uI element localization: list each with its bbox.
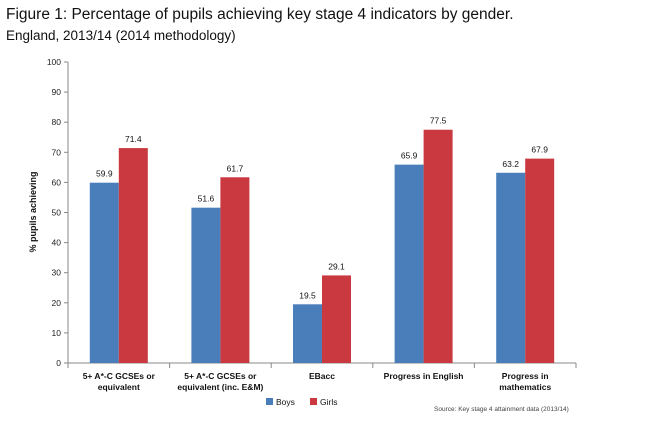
y-tick-label: 30 <box>52 268 62 278</box>
data-label: 77.5 <box>430 116 447 126</box>
legend-swatch-boys <box>266 398 273 405</box>
bar-girls[interactable] <box>423 129 453 363</box>
chart-bars <box>89 129 555 363</box>
category-label-line: 5+ A*-C GCSEs or <box>83 371 156 381</box>
category-label-line: Progress in English <box>384 371 464 381</box>
y-tick-label: 0 <box>56 358 61 368</box>
figure-title: Figure 1: Percentage of pupils achieving… <box>6 6 514 23</box>
bar-boys[interactable] <box>293 304 322 363</box>
data-label: 51.6 <box>198 194 215 204</box>
legend-label-boys: Boys <box>276 397 295 407</box>
category-label: 5+ A*-C GCSEs or equivalent <box>83 371 156 392</box>
category-label: 5+ A*-C GCSEs or equivalent (inc. E&M) <box>177 371 263 392</box>
y-tick-label: 40 <box>52 238 62 248</box>
y-axis-label: % pupils achieving <box>28 171 38 252</box>
data-label: 65.9 <box>401 151 418 161</box>
legend-swatch-girls <box>310 398 317 405</box>
y-tick-label: 60 <box>52 177 62 187</box>
category-label-line: 5+ A*-C GCSEs or <box>184 371 257 381</box>
category-label: Progress in English <box>384 371 464 381</box>
bar-boys[interactable] <box>191 207 221 363</box>
bar-girls[interactable] <box>220 177 250 363</box>
y-tick-label: 100 <box>47 57 61 67</box>
source-note: Source: Key stage 4 attainment data (201… <box>434 406 569 413</box>
bar-boys[interactable] <box>89 182 119 363</box>
y-tick-label: 80 <box>52 117 62 127</box>
y-tick-label: 20 <box>52 298 62 308</box>
category-label-line: mathematics <box>499 382 551 392</box>
y-tick-label: 10 <box>52 328 62 338</box>
y-tick-label: 70 <box>52 147 62 157</box>
bar-boys[interactable] <box>496 172 526 363</box>
y-tick-label: 50 <box>52 208 62 218</box>
bar-girls[interactable] <box>118 148 148 363</box>
bar-boys[interactable] <box>394 164 424 363</box>
data-label: 67.9 <box>531 145 548 155</box>
data-label: 29.1 <box>328 261 345 271</box>
bar-girls[interactable] <box>525 158 555 363</box>
category-label: EBacc <box>309 371 335 381</box>
figure-subtitle: England, 2013/14 (2014 methodology) <box>6 28 236 43</box>
legend-label-girls: Girls <box>320 397 337 407</box>
category-label-line: equivalent (inc. E&M) <box>177 382 263 392</box>
data-label: 63.2 <box>502 159 519 169</box>
chart-labels: 59.971.45+ A*-C GCSEs or equivalent51.661… <box>83 116 552 392</box>
data-label: 19.5 <box>299 290 316 300</box>
category-label-line: equivalent <box>98 382 140 392</box>
bar-girls[interactable] <box>322 275 351 363</box>
y-tick-label: 90 <box>52 87 62 97</box>
chart-legend[interactable]: Boys Girls <box>266 397 337 407</box>
category-label: Progress in mathematics <box>499 371 551 392</box>
data-label: 61.7 <box>227 163 244 173</box>
category-label-line: Progress in <box>502 371 549 381</box>
data-label: 71.4 <box>125 134 142 144</box>
data-label: 59.9 <box>96 169 113 179</box>
category-label-line: EBacc <box>309 371 335 381</box>
